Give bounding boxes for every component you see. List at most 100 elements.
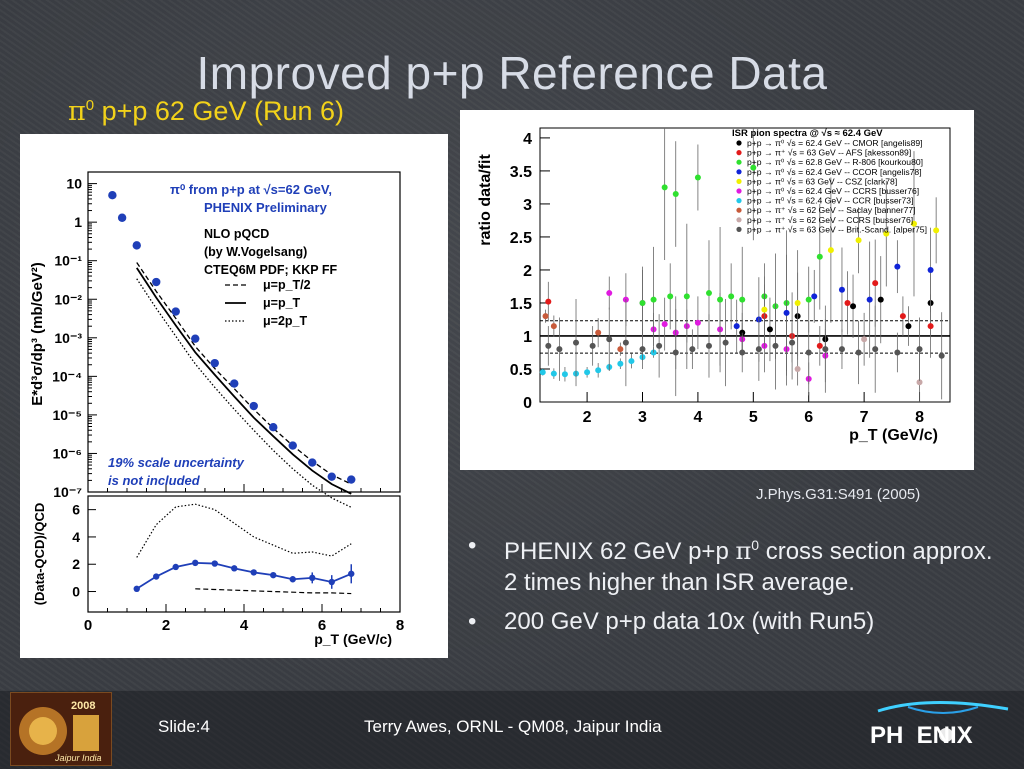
data-point bbox=[838, 286, 845, 293]
ratio-point bbox=[172, 563, 179, 571]
y-tick-label: 3.5 bbox=[510, 164, 532, 181]
data-point bbox=[872, 346, 879, 353]
data-point bbox=[739, 349, 746, 356]
subtitle-rest: p+p 62 GeV (Run 6) bbox=[94, 96, 344, 126]
data-point bbox=[722, 339, 729, 346]
data-point bbox=[927, 266, 934, 273]
bullet-marker: • bbox=[468, 532, 477, 559]
data-point bbox=[622, 339, 629, 346]
y-tick-label: 10⁻¹ bbox=[54, 253, 82, 269]
logo-year: 2008 bbox=[71, 700, 95, 712]
legend-label: p+p → π⁰ √s = 62.4 GeV -- CCOR [angelis7… bbox=[747, 167, 922, 177]
data-point bbox=[916, 346, 923, 353]
x-tick-label: 2 bbox=[162, 617, 170, 634]
data-point bbox=[894, 263, 901, 270]
data-point bbox=[117, 213, 127, 222]
legend-label: μ=p_T bbox=[263, 296, 301, 310]
data-point bbox=[542, 313, 549, 320]
legend-label: p+p → π⁺ √s = 62 GeV -- CCRS [busser76] bbox=[747, 215, 913, 225]
data-point bbox=[772, 342, 779, 349]
y-tick-label: 4 bbox=[72, 529, 80, 545]
data-point bbox=[595, 329, 602, 336]
data-point bbox=[617, 346, 624, 353]
y-tick-label: 10⁻⁵ bbox=[52, 407, 82, 423]
legend-marker bbox=[736, 169, 742, 175]
ratio-point bbox=[309, 574, 316, 582]
legend-marker bbox=[736, 188, 742, 194]
data-point bbox=[545, 298, 552, 305]
data-point bbox=[661, 321, 668, 328]
legend-marker bbox=[736, 217, 742, 223]
phenix-wordmark: PH ENIX bbox=[870, 722, 973, 749]
data-point bbox=[739, 329, 746, 336]
y-tick-label: 2 bbox=[523, 263, 532, 280]
data-point bbox=[132, 241, 141, 250]
slide-number: Slide:4 bbox=[158, 717, 210, 736]
data-point bbox=[717, 296, 724, 303]
x-axis-label: p_T (GeV/c) bbox=[314, 631, 392, 647]
y-tick-label: 3 bbox=[523, 197, 532, 214]
data-point bbox=[805, 349, 812, 356]
data-point bbox=[822, 346, 829, 353]
data-point bbox=[650, 296, 657, 303]
data-point bbox=[656, 342, 663, 349]
data-point bbox=[899, 313, 906, 320]
x-tick-label: 7 bbox=[860, 409, 869, 426]
isr-ratio-chart: 0 0.5 1 1.5 2 2.5 3 3.5 4 2 3 4 5 6 7 8 ISR pion spectra… bbox=[477, 127, 951, 444]
data-point bbox=[838, 346, 845, 353]
qm08-logo-art: 2008 Jaipur India bbox=[11, 693, 111, 765]
legend-label: p+p → π⁺ √s = 63 GeV -- AFS [akesson89] bbox=[747, 148, 911, 158]
data-point bbox=[728, 293, 735, 300]
x-axis-label: p_T (GeV/c) bbox=[849, 427, 938, 444]
lower-plot-frame bbox=[87, 495, 401, 613]
theory-curve-dashed bbox=[136, 262, 352, 485]
data-point bbox=[933, 227, 940, 234]
phenix-logo-art: PH ENIX bbox=[870, 701, 1009, 749]
legend-label: p+p → π⁰ √s = 62.4 GeV -- CCR [busser73] bbox=[747, 196, 913, 206]
data-point bbox=[672, 349, 679, 356]
y-tick-label: 6 bbox=[72, 502, 80, 518]
scale-note-1: 19% scale uncertainty bbox=[108, 455, 245, 470]
bullet-sup: 0 bbox=[751, 537, 760, 553]
x-tick-label: 6 bbox=[804, 409, 813, 426]
data-point bbox=[927, 323, 934, 330]
data-point bbox=[639, 346, 646, 353]
data-point bbox=[750, 164, 757, 171]
bullet-list: • PHENIX 62 GeV p+p π0 cross section app… bbox=[468, 530, 998, 645]
y-tick-label: 1 bbox=[74, 214, 82, 230]
y-axis-label: E*d³σ/dp³ (mb/GeV²) bbox=[29, 262, 46, 406]
data-point bbox=[733, 323, 740, 330]
legend-title-1: π⁰ from p+p at √s=62 GeV, bbox=[170, 182, 332, 197]
y-tick-label: 2.5 bbox=[510, 230, 532, 247]
y-tick-label: 10⁻⁴ bbox=[52, 368, 82, 384]
y-axis-label: ratio data/fit bbox=[477, 154, 494, 246]
data-point bbox=[816, 253, 823, 260]
data-point bbox=[561, 371, 568, 378]
ratio-point bbox=[153, 573, 160, 580]
y-tick-label: 0 bbox=[523, 395, 532, 412]
bullet-text-pre: PHENIX 62 GeV p+p bbox=[504, 538, 736, 565]
plot-frame bbox=[539, 127, 951, 403]
x-tick-label: 2 bbox=[583, 409, 592, 426]
data-point bbox=[866, 296, 873, 303]
y-axis-label-lower: (Data-QCD)/QCD bbox=[32, 503, 47, 606]
data-point bbox=[689, 346, 696, 353]
model-text: (by W.Vogelsang) bbox=[204, 245, 307, 259]
ratio-point bbox=[328, 578, 335, 586]
data-point bbox=[108, 191, 117, 200]
footer-bar bbox=[0, 690, 1024, 769]
legend-marker bbox=[736, 140, 742, 146]
data-point bbox=[805, 296, 812, 303]
data-point bbox=[844, 299, 851, 306]
y-tick-label: 2 bbox=[72, 556, 80, 572]
scale-note-2: is not included bbox=[108, 473, 201, 488]
cross-section-chart: 10 1 10⁻¹ 10⁻² 10⁻³ 10⁻⁴ 10⁻⁵ 10⁻⁶ 10⁻⁷ 0 2 4 6 8 0 2 4 6… bbox=[29, 171, 404, 647]
x-tick-label: 8 bbox=[915, 409, 924, 426]
data-point bbox=[872, 280, 879, 287]
model-text: CTEQ6M PDF; KKP FF bbox=[204, 263, 337, 277]
data-point bbox=[766, 326, 773, 333]
data-point bbox=[739, 296, 746, 303]
x-tick-label: 4 bbox=[240, 617, 249, 634]
data-point bbox=[938, 352, 945, 359]
legend-marker bbox=[736, 178, 742, 184]
